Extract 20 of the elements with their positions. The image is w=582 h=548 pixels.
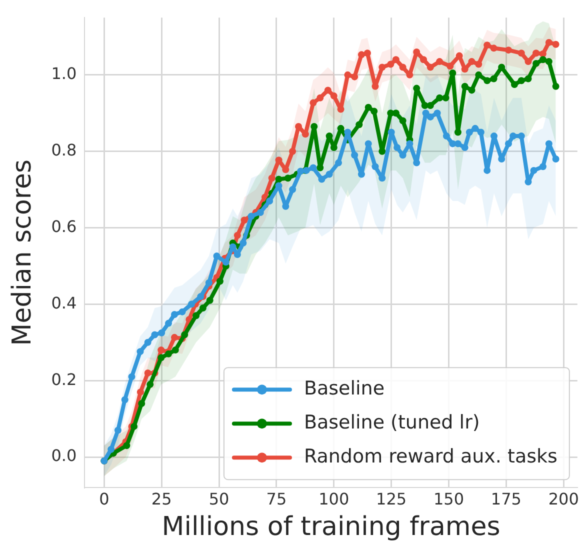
x-tick-label: 50	[208, 489, 230, 508]
y-tick-label: 1.0	[51, 64, 77, 84]
y-tick-label: 0.6	[51, 216, 77, 236]
legend-label: Baseline (tuned lr)	[304, 412, 480, 434]
x-tick-label: 100	[318, 489, 350, 508]
legend-label: Baseline	[304, 378, 385, 400]
x-tick-label: 200	[548, 489, 579, 508]
x-tick-label: 175	[490, 489, 522, 508]
x-axis-title: Millions of training frames	[162, 512, 500, 542]
x-tick-label: 125	[376, 489, 407, 508]
x-tick-label: 75	[266, 489, 287, 508]
y-tick-label: 0.2	[51, 370, 77, 389]
x-tick-label: 25	[151, 489, 172, 508]
y-axis-title: Median scores	[7, 159, 38, 346]
y-tick-label: 0.8	[51, 140, 77, 160]
x-tick-label: 0	[99, 489, 110, 508]
x-tick-label: 150	[433, 489, 464, 508]
y-tick-label: 0.0	[51, 446, 77, 466]
legend-label: Random reward aux. tasks	[304, 446, 558, 468]
y-tick-label: 0.4	[51, 293, 77, 312]
